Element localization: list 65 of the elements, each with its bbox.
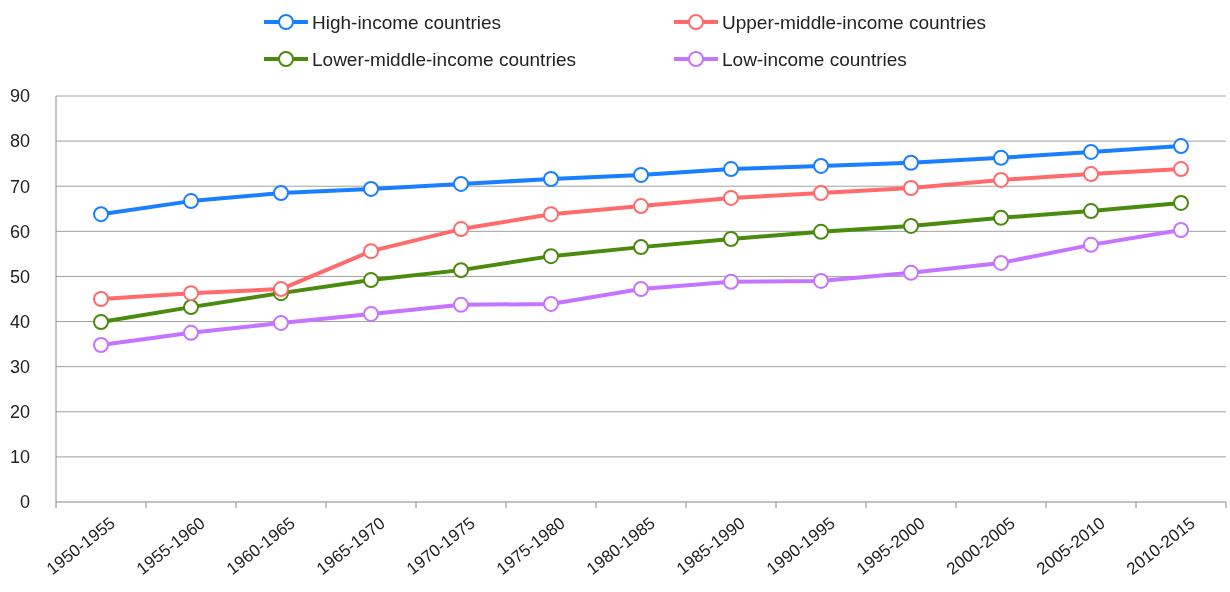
point — [993, 149, 1009, 166]
point — [813, 272, 829, 289]
point — [633, 281, 649, 298]
y-tick-label: 0 — [19, 492, 30, 513]
point — [1083, 166, 1099, 183]
point — [1083, 236, 1099, 253]
point — [1173, 221, 1189, 238]
legend-label: Lower-middle-income countries — [312, 48, 576, 70]
y-tick-label: 60 — [9, 221, 30, 242]
point — [93, 314, 109, 331]
point — [813, 223, 829, 240]
legend-label: High-income countries — [312, 11, 502, 33]
point — [363, 305, 379, 322]
y-tick-label: 30 — [9, 356, 30, 377]
point — [93, 291, 109, 307]
point — [1083, 143, 1099, 160]
point — [273, 281, 289, 298]
point — [183, 299, 199, 316]
y-tick-label: 50 — [9, 266, 30, 287]
point — [543, 206, 559, 223]
legend-label: Upper-middle-income countries — [722, 11, 986, 33]
point — [633, 239, 649, 256]
point — [1173, 138, 1189, 155]
point — [543, 295, 559, 312]
point — [363, 180, 379, 197]
point — [993, 254, 1009, 271]
point — [903, 180, 919, 197]
point — [453, 296, 469, 313]
point — [813, 157, 829, 174]
point — [723, 189, 739, 206]
point — [363, 272, 379, 289]
y-tick-label: 70 — [9, 176, 30, 197]
point — [543, 171, 559, 187]
point — [183, 193, 199, 210]
point — [633, 198, 649, 215]
point — [273, 184, 289, 201]
point — [903, 264, 919, 281]
point — [723, 231, 739, 247]
point — [453, 221, 469, 238]
point — [903, 217, 919, 234]
point — [183, 285, 199, 302]
point — [723, 161, 739, 178]
y-tick-label: 10 — [9, 447, 30, 468]
point — [1083, 203, 1099, 220]
point — [633, 166, 649, 183]
point — [1173, 161, 1189, 178]
point — [453, 175, 469, 192]
y-tick-label: 20 — [9, 402, 30, 423]
y-tick-label: 90 — [9, 86, 30, 107]
point — [363, 243, 379, 260]
y-tick-label: 80 — [9, 131, 30, 152]
point — [543, 248, 559, 265]
point — [93, 206, 109, 223]
y-tick-label: 40 — [9, 311, 30, 332]
point — [723, 273, 739, 290]
point — [93, 337, 109, 354]
point — [903, 154, 919, 171]
point — [453, 262, 469, 279]
point — [183, 324, 199, 341]
point — [813, 184, 829, 201]
point — [273, 314, 289, 331]
point — [993, 171, 1009, 188]
point — [1173, 194, 1189, 211]
legend-label: Low-income countries — [722, 48, 907, 70]
point — [993, 209, 1009, 226]
